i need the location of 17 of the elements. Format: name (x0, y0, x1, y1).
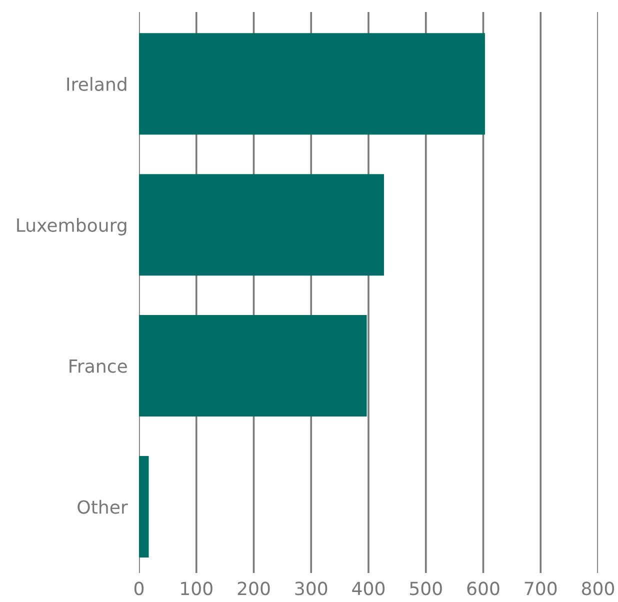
x-tick-label: 600 (467, 582, 500, 596)
x-tick-label: 0 (134, 582, 144, 596)
x-tick-label: 400 (352, 582, 385, 596)
x-tick-label: 500 (410, 582, 442, 596)
y-tick-label: France (70, 359, 127, 373)
y-tick-label: Other (78, 500, 128, 514)
bar (139, 456, 149, 558)
y-tick-label: Ireland (67, 77, 126, 92)
x-tick-label: 200 (238, 582, 270, 596)
bar (139, 174, 384, 276)
y-tick-label: Luxembourg (17, 218, 126, 236)
bar (139, 315, 367, 417)
x-tick-label: 300 (295, 582, 328, 596)
x-tick-label: 100 (181, 582, 212, 596)
x-tick-label: 800 (582, 582, 614, 596)
x-tick-label: 700 (524, 582, 557, 596)
bar (139, 33, 485, 135)
